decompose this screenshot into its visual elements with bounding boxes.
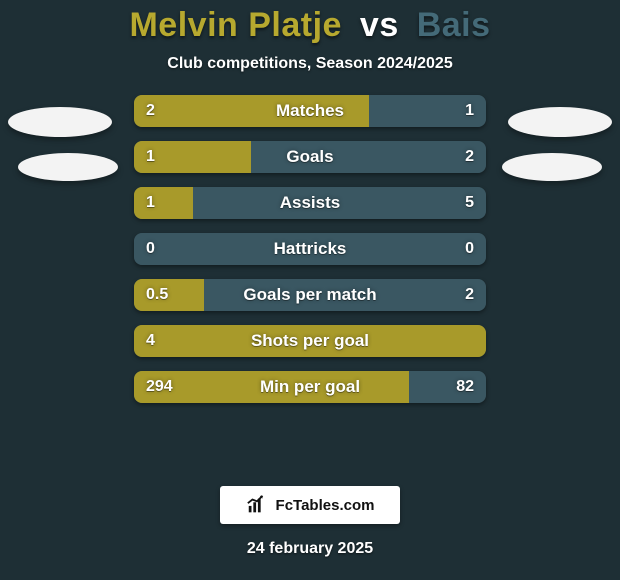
footer-region: FcTables.com 24 february 2025 xyxy=(0,478,620,558)
bar-track xyxy=(134,233,486,265)
brand-badge[interactable]: FcTables.com xyxy=(220,486,400,524)
page-title: Melvin Platje vs Bais xyxy=(129,6,490,45)
chart-icon xyxy=(246,494,268,516)
avatar-player-left-1 xyxy=(8,107,112,137)
avatar-player-left-2 xyxy=(18,153,118,181)
bar-fill-left xyxy=(134,279,204,311)
bar-fill-left xyxy=(134,371,409,403)
title-vs: vs xyxy=(360,6,399,44)
avatar-player-right-2 xyxy=(502,153,602,181)
subtitle: Club competitions, Season 2024/2025 xyxy=(167,55,452,73)
title-player-right: Bais xyxy=(417,6,491,44)
date-label: 24 february 2025 xyxy=(247,540,373,558)
stat-bar: 0.52Goals per match xyxy=(134,279,486,311)
avatar-player-right-1 xyxy=(508,107,612,137)
stat-bar: 12Goals xyxy=(134,141,486,173)
bar-fill-left xyxy=(134,95,369,127)
stat-bar: 21Matches xyxy=(134,95,486,127)
stat-bars: 21Matches 12Goals 15Assists 00Hattricks 0.52… xyxy=(134,95,486,403)
stat-bar: 4Shots per goal xyxy=(134,325,486,357)
bar-fill-left xyxy=(134,187,193,219)
brand-text: FcTables.com xyxy=(276,497,375,514)
bar-fill-left xyxy=(134,141,251,173)
stat-bar: 00Hattricks xyxy=(134,233,486,265)
stat-bar: 29482Min per goal xyxy=(134,371,486,403)
title-player-left: Melvin Platje xyxy=(129,6,341,44)
comparison-infographic: Melvin Platje vs Bais Club competitions,… xyxy=(0,0,620,580)
bar-fill-left xyxy=(134,325,486,357)
stat-bar: 15Assists xyxy=(134,187,486,219)
